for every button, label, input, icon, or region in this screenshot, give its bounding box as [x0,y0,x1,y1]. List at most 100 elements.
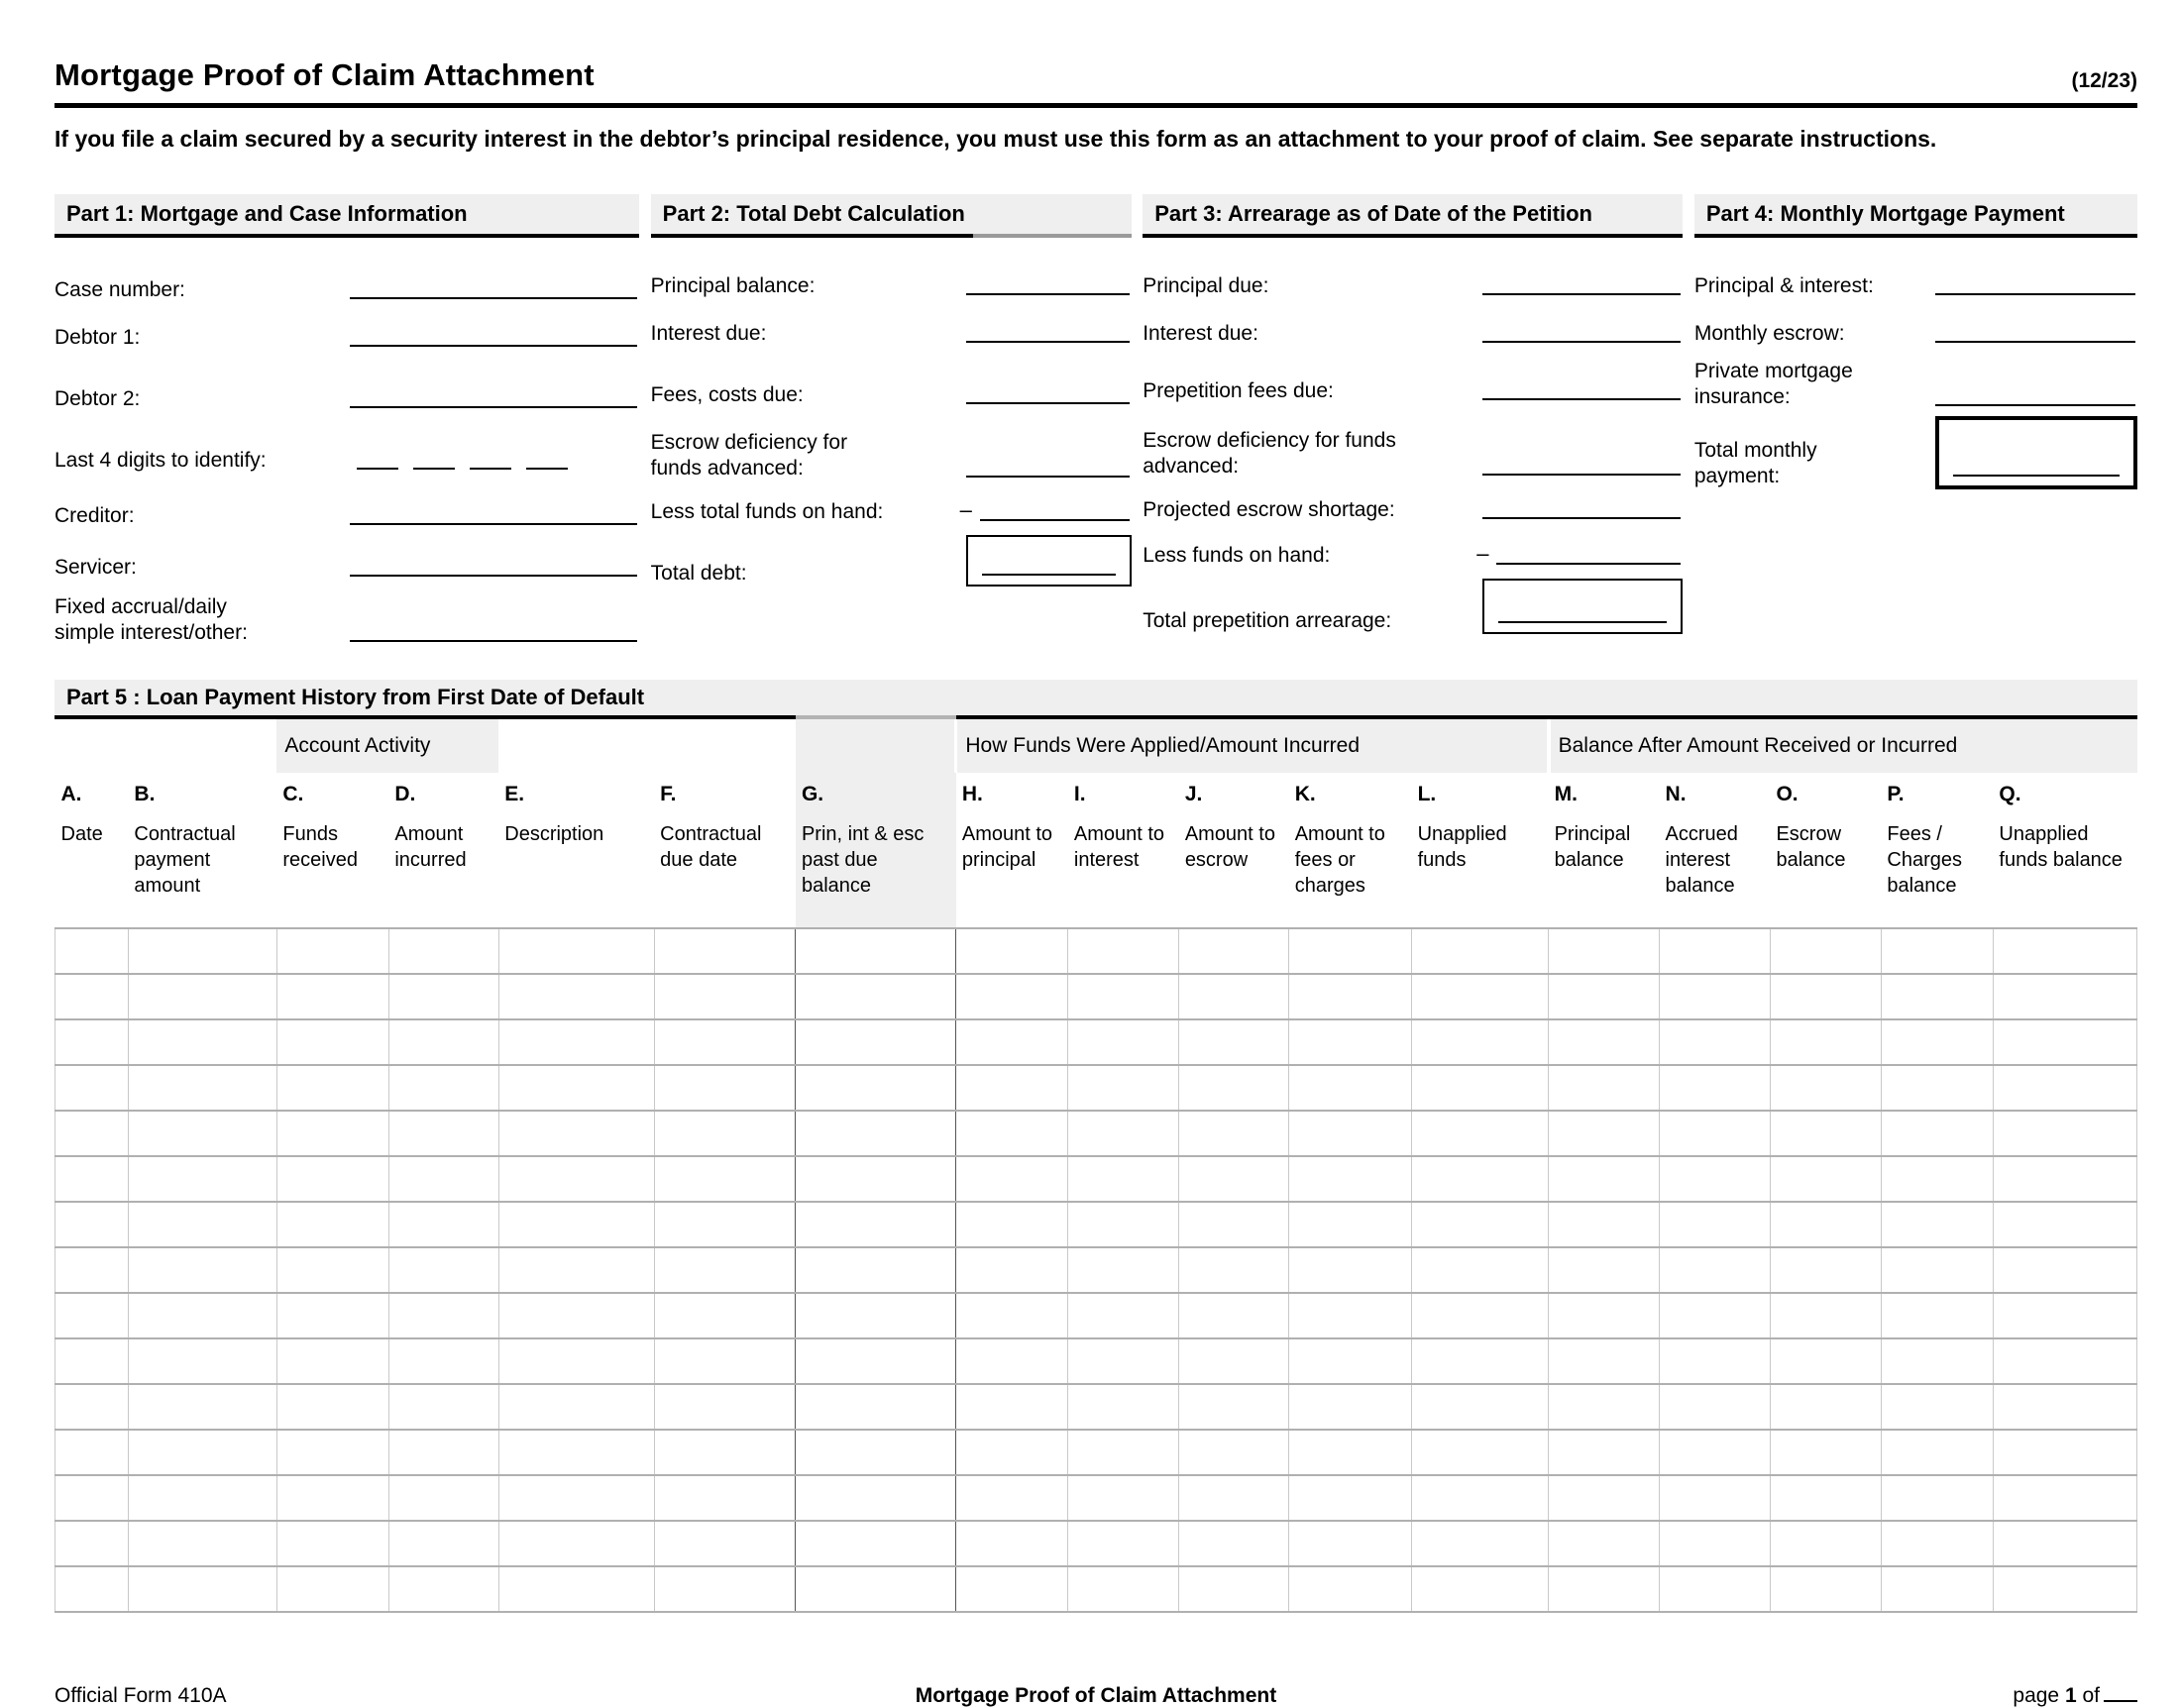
grid-cell[interactable] [1548,974,1660,1019]
grid-cell[interactable] [275,974,389,1019]
grid-cell[interactable] [1659,1338,1771,1384]
grid-cell[interactable] [387,1202,499,1247]
grid-cell[interactable] [955,1247,1068,1293]
grid-cell[interactable] [1992,1430,2138,1475]
grid-cell[interactable] [1769,1430,1882,1475]
grid-cell[interactable] [1548,1065,1660,1111]
fixed-accrual-input[interactable] [350,639,638,642]
grid-cell[interactable] [387,974,499,1019]
grid-cell[interactable] [795,1202,956,1247]
interest-due-input[interactable] [965,340,1130,343]
page-total-blank[interactable] [2104,1699,2137,1702]
less-total-funds-on-hand-input[interactable] [979,518,1130,521]
total-debt-input[interactable] [981,573,1116,576]
grid-cell[interactable] [955,1156,1068,1202]
grid-cell[interactable] [1178,1202,1289,1247]
grid-cell[interactable] [1548,1338,1660,1384]
grid-cell[interactable] [1880,928,1994,974]
grid-cell[interactable] [275,1475,389,1521]
grid-cell[interactable] [497,1521,655,1566]
grid-cell[interactable] [1880,1430,1994,1475]
grid-cell[interactable] [275,1384,389,1430]
grid-cell[interactable] [1178,1156,1289,1202]
fees-costs-due-input[interactable] [965,401,1130,404]
grid-cell[interactable] [387,928,499,974]
grid-cell[interactable] [795,1521,956,1566]
grid-cell[interactable] [497,1430,655,1475]
grid-cell[interactable] [275,1566,389,1612]
grid-cell[interactable] [1178,1566,1289,1612]
grid-cell[interactable] [497,1293,655,1338]
grid-cell[interactable] [1659,974,1771,1019]
grid-cell[interactable] [1288,1521,1412,1566]
grid-cell[interactable] [1067,928,1179,974]
grid-cell[interactable] [955,1019,1068,1065]
grid-cell[interactable] [1178,1475,1289,1521]
grid-cell[interactable] [1067,1566,1179,1612]
grid-cell[interactable] [1659,928,1771,974]
grid-cell[interactable] [1288,1293,1412,1338]
grid-cell[interactable] [1178,1338,1289,1384]
grid-cell[interactable] [1769,928,1882,974]
principal-and-interest-input[interactable] [1934,292,2135,295]
grid-cell[interactable] [1548,1202,1660,1247]
grid-cell[interactable] [1880,1156,1994,1202]
grid-cell[interactable] [795,1566,956,1612]
grid-cell[interactable] [127,1156,277,1202]
grid-cell[interactable] [127,1293,277,1338]
grid-cell[interactable] [1288,1156,1412,1202]
grid-cell[interactable] [54,928,129,974]
grid-cell[interactable] [1659,1247,1771,1293]
grid-cell[interactable] [653,1338,796,1384]
grid-cell[interactable] [1880,1475,1994,1521]
grid-cell[interactable] [1178,1521,1289,1566]
grid-cell[interactable] [275,1156,389,1202]
grid-cell[interactable] [653,1019,796,1065]
grid-cell[interactable] [127,1430,277,1475]
grid-cell[interactable] [54,1384,129,1430]
grid-cell[interactable] [497,928,655,974]
grid-cell[interactable] [1880,1384,1994,1430]
servicer-input[interactable] [350,574,638,577]
grid-cell[interactable] [955,974,1068,1019]
creditor-input[interactable] [350,522,638,525]
less-funds-on-hand-input[interactable] [1496,562,1682,565]
grid-cell[interactable] [275,1111,389,1156]
grid-cell[interactable] [1411,1202,1549,1247]
grid-cell[interactable] [1067,1384,1179,1430]
case-number-input[interactable] [350,296,638,299]
grid-cell[interactable] [1659,1111,1771,1156]
grid-cell[interactable] [1067,1202,1179,1247]
grid-cell[interactable] [1178,1111,1289,1156]
grid-cell[interactable] [1067,1156,1179,1202]
grid-cell[interactable] [1178,1247,1289,1293]
grid-cell[interactable] [387,1430,499,1475]
grid-cell[interactable] [1880,1521,1994,1566]
grid-cell[interactable] [955,1521,1068,1566]
grid-cell[interactable] [1992,1156,2138,1202]
grid-cell[interactable] [387,1065,499,1111]
grid-cell[interactable] [653,1430,796,1475]
grid-cell[interactable] [955,928,1068,974]
grid-cell[interactable] [1992,974,2138,1019]
grid-cell[interactable] [955,1384,1068,1430]
grid-cell[interactable] [1992,1111,2138,1156]
grid-cell[interactable] [653,1111,796,1156]
grid-cell[interactable] [54,1338,129,1384]
grid-cell[interactable] [795,1430,956,1475]
private-mortgage-insurance-input[interactable] [1934,403,2135,406]
grid-cell[interactable] [54,1430,129,1475]
grid-cell[interactable] [1067,1065,1179,1111]
grid-cell[interactable] [1659,1156,1771,1202]
grid-cell[interactable] [1411,928,1549,974]
grid-cell[interactable] [653,1156,796,1202]
grid-cell[interactable] [275,1247,389,1293]
grid-cell[interactable] [1992,1247,2138,1293]
grid-cell[interactable] [127,1521,277,1566]
grid-cell[interactable] [275,1338,389,1384]
grid-cell[interactable] [955,1430,1068,1475]
grid-cell[interactable] [54,1247,129,1293]
grid-cell[interactable] [1067,1111,1179,1156]
grid-cell[interactable] [1659,1065,1771,1111]
grid-cell[interactable] [1067,1338,1179,1384]
